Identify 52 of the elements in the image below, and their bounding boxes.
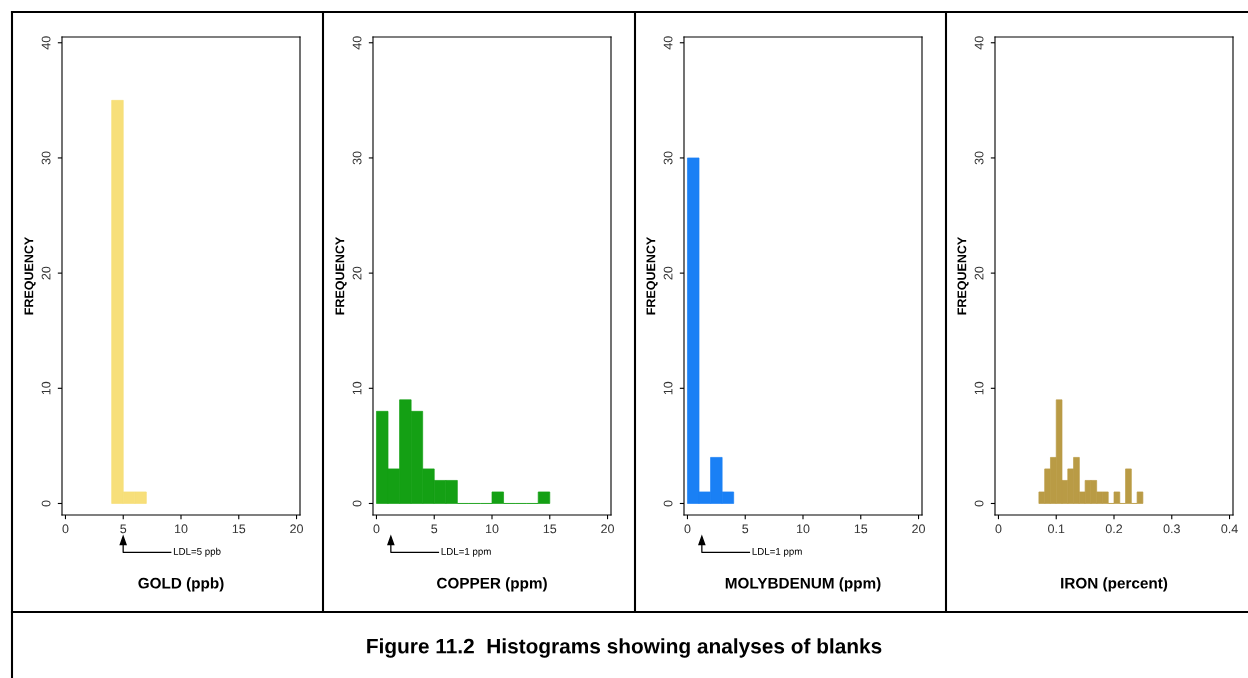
y-tick-label: 0: [974, 500, 984, 507]
y-tick-label: 20: [974, 266, 984, 280]
x-tick-label: 0: [373, 524, 380, 534]
y-axis-title: FREQUENCY: [957, 236, 969, 315]
y-tick-label: 30: [974, 151, 984, 165]
y-tick-label: 10: [41, 381, 51, 395]
y-tick-label: 20: [41, 266, 51, 280]
y-tick-label: 10: [663, 381, 673, 395]
y-tick-label: 10: [352, 381, 362, 395]
y-tick-label: 40: [974, 36, 984, 50]
x-tick-label: 0: [995, 524, 1002, 534]
text: LDL=1 ppm: [752, 548, 802, 557]
y-tick-label: 0: [41, 500, 51, 507]
x-tick-label: 15: [232, 524, 246, 534]
y-tick-label: 30: [663, 151, 673, 165]
x-tick-label: 5: [431, 524, 438, 534]
x-tick-label: 15: [543, 524, 557, 534]
x-tick-label: 5: [742, 524, 749, 534]
x-tick-label: 10: [797, 524, 810, 534]
x-tick-label: 0: [684, 524, 691, 534]
x-tick-label: 15: [854, 524, 868, 534]
y-tick-label: 20: [663, 266, 673, 280]
y-tick-label: 40: [352, 36, 362, 50]
y-tick-label: 40: [41, 36, 51, 50]
y-tick-label: 30: [41, 151, 51, 165]
y-tick-label: 20: [352, 266, 362, 280]
y-tick-label: 0: [352, 500, 362, 507]
x-tick-label: 20: [601, 524, 614, 534]
x-axis-title: IRON (percent): [1061, 577, 1168, 592]
y-tick-label: 30: [352, 151, 362, 165]
text: LDL=5 ppb: [173, 547, 221, 557]
x-tick-label: 5: [120, 524, 127, 534]
y-tick-label: 0: [663, 500, 673, 507]
x-tick-label: 20: [290, 524, 303, 534]
x-tick-label: 0.4: [1221, 524, 1238, 534]
y-tick-label: 40: [663, 36, 673, 50]
x-tick-label: 0.3: [1163, 524, 1180, 534]
y-axis-title: FREQUENCY: [646, 236, 658, 315]
y-axis-title: FREQUENCY: [24, 236, 36, 315]
x-tick-label: 0.1: [1048, 524, 1065, 534]
x-tick-label: 20: [912, 524, 925, 534]
y-axis-title: FREQUENCY: [335, 236, 347, 315]
x-axis-title: MOLYBDENUM (ppm): [725, 577, 881, 592]
x-tick-label: 0.2: [1105, 524, 1123, 534]
x-tick-label: 0: [62, 524, 69, 534]
x-tick-label: 10: [486, 524, 499, 534]
text: LDL=1 ppm: [441, 548, 491, 557]
x-axis-title: COPPER (ppm): [437, 577, 547, 592]
x-axis-title: GOLD (ppb): [138, 577, 224, 592]
caption: Figure 11.2 Histograms showing analyses of blanks: [367, 638, 882, 658]
y-tick-label: 10: [974, 381, 984, 395]
x-tick-label: 10: [175, 524, 188, 534]
